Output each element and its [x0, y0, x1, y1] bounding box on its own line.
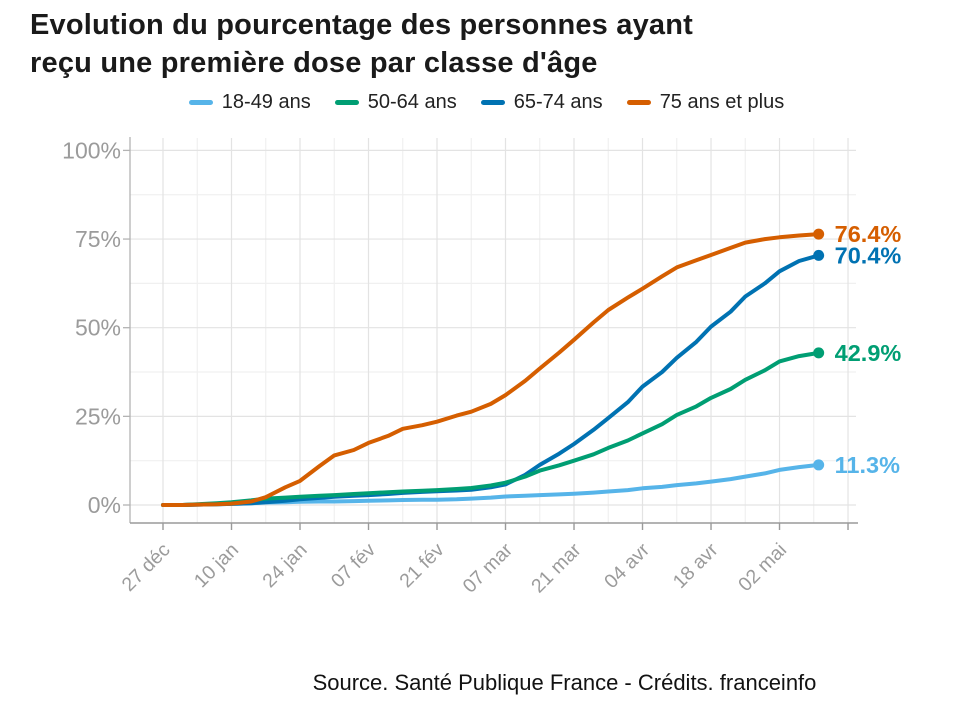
- legend-item-3: 65-74 ans: [480, 91, 603, 114]
- legend-item-1: 18-49 ans: [188, 91, 311, 114]
- legend-swatch-icon: [188, 100, 213, 105]
- legend-item-label: 50-64 ans: [367, 91, 457, 113]
- x-tick-label: 02 mai: [734, 539, 791, 596]
- series-line-75-ans-et-plus: [161, 232, 821, 507]
- x-tick-label: 07 mar: [459, 539, 518, 598]
- series-line-50-64-ans: [161, 350, 821, 507]
- y-tick-label: 75%: [75, 226, 121, 252]
- end-value-label-65-74-ans: 70.4%: [835, 242, 902, 268]
- x-tick-label: 27 déc: [118, 539, 175, 596]
- end-value-label-18-49-ans: 11.3%: [835, 452, 900, 478]
- chart-title-line1: Evolution du pourcentage des personnes a…: [30, 9, 694, 41]
- legend-swatch-icon: [626, 100, 651, 105]
- x-tick-label: 21 fév: [395, 539, 448, 592]
- y-tick-label: 0%: [88, 492, 121, 518]
- legend-item-label: 65-74 ans: [513, 91, 603, 113]
- x-tick-label: 24 jan: [258, 539, 311, 592]
- end-value-label-50-64-ans: 42.9%: [835, 340, 902, 366]
- chart-title: Evolution du pourcentage des personnes a…: [30, 6, 930, 82]
- x-tick-label: 07 fév: [327, 539, 380, 592]
- legend-item-label: 75 ans et plus: [659, 91, 785, 113]
- legend-item-label: 18-49 ans: [221, 91, 311, 113]
- legend-item-2: 50-64 ans: [334, 91, 457, 114]
- y-tick-label: 25%: [75, 403, 121, 429]
- x-tick-label: 04 avr: [600, 539, 654, 593]
- series-line-65-74-ans: [161, 253, 821, 507]
- legend-swatch-icon: [480, 100, 505, 105]
- x-tick-label: 21 mar: [527, 539, 586, 598]
- legend-item-4: 75 ans et plus: [626, 91, 785, 114]
- source-credit: Source. Santé Publique France - Crédits.…: [312, 670, 817, 695]
- end-value-label-75-ans-et-plus: 76.4%: [835, 221, 902, 247]
- end-dot-65-74-ans: [813, 249, 825, 261]
- legend-swatch-icon: [334, 100, 359, 105]
- x-tick-label: 10 jan: [190, 539, 243, 592]
- end-dot-50-64-ans: [813, 347, 825, 359]
- x-tick-label: 18 avr: [669, 539, 723, 593]
- end-dot-18-49-ans: [813, 459, 825, 471]
- y-tick-label: 100%: [62, 137, 121, 163]
- y-tick-label: 50%: [75, 315, 121, 341]
- chart-title-line2: reçu une première dose par classe d'âge: [30, 47, 598, 79]
- end-dot-75-ans-et-plus: [813, 228, 825, 240]
- legend: 18-49 ans 50-64 ans 65-74 ans 75 ans et plu…: [0, 91, 973, 114]
